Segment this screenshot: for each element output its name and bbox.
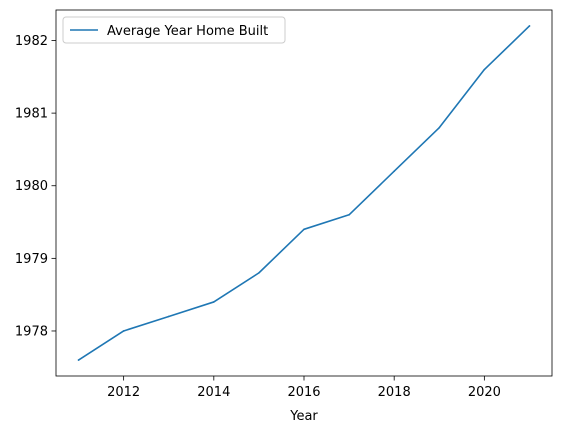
legend-box [62,16,286,44]
x-tick-label: 2018 [378,385,411,400]
y-tick-label: 1979 [15,252,48,267]
data-point [528,25,531,27]
data-point [258,272,260,274]
x-axis-ticks: 2012 2014 2016 2018 2020 [107,376,501,400]
legend: Average Year Home Built [62,16,286,44]
data-point [393,170,395,173]
data-point [213,301,215,303]
y-tick-label: 1982 [15,34,48,49]
data-point [438,126,441,129]
series-layer [77,25,531,361]
y-tick-label: 1978 [15,324,48,339]
data-point [303,228,305,231]
x-tick-label: 2020 [468,385,501,400]
y-axis-ticks: 1978 1979 1980 1981 1982 [15,34,56,339]
data-point [167,315,170,318]
data-point [483,68,486,71]
plot-area-frame [55,9,553,377]
x-tick-label: 2014 [197,385,230,400]
x-axis-label: Year [289,409,318,424]
x-tick-label: 2016 [287,385,320,400]
data-point [122,330,125,332]
data-point [348,213,350,216]
data-point [77,359,80,361]
y-tick-label: 1980 [15,179,48,194]
x-tick-label: 2012 [107,385,140,400]
legend-entry-label: Average Year Home Built [107,24,268,39]
y-tick-label: 1981 [15,107,48,122]
